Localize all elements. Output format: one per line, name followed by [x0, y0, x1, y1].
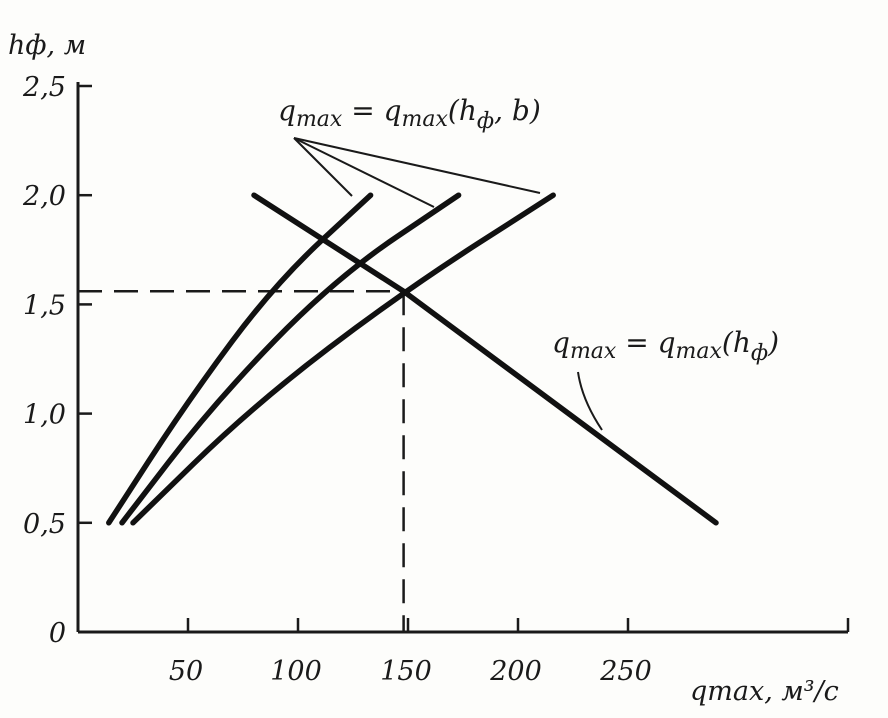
- single-label-args: (h: [722, 326, 751, 359]
- family-annotation-label: qmax = qmax(hф, b): [278, 94, 541, 134]
- y-tick-label: 1,0: [23, 400, 66, 431]
- family-leader-line: [293, 137, 435, 208]
- ticks: [78, 84, 850, 634]
- x-tick-label: 250: [599, 656, 652, 687]
- y-tick-label: 0,5: [23, 509, 66, 540]
- single-label-q: q: [552, 326, 570, 359]
- x-axis-title: qmax, м³/с: [690, 676, 839, 707]
- single-annotation-label: qmax = qmax(hф): [552, 326, 779, 366]
- x-tick-label: 150: [380, 656, 432, 687]
- single-label-sub1: max: [570, 339, 617, 364]
- x-tick-label: 50: [169, 656, 203, 687]
- y-tick-label: 1,5: [23, 290, 66, 321]
- x-tick-label: 100: [270, 656, 322, 687]
- family-label-sub2: max: [402, 107, 449, 132]
- family-label-eq: = q: [342, 94, 401, 127]
- family-leader-line: [293, 137, 353, 197]
- axes: [76, 82, 848, 634]
- single-label-sub3: ф: [751, 341, 768, 366]
- y-tick-label: 0: [49, 618, 66, 649]
- family-label-q: q: [278, 94, 296, 127]
- family-label-sub1: max: [296, 107, 343, 132]
- family-label-sub3: ф: [477, 109, 494, 134]
- reference-lines: [78, 290, 405, 632]
- single-label-eq: = q: [616, 326, 675, 359]
- series-line-b3: [130, 192, 556, 526]
- tick-labels: 50 100 150 200 250 0 0,5 1,0 1,5 2,0 2,5: [22, 72, 652, 687]
- single-leader-line: [577, 371, 603, 431]
- single-label-sub2: max: [676, 339, 723, 364]
- family-label-tail: , b): [494, 94, 541, 127]
- series-group: [106, 192, 719, 526]
- family-leader-line: [293, 137, 541, 194]
- y-tick-label: 2,0: [22, 181, 66, 212]
- annotation-leaders: [293, 137, 603, 431]
- y-tick-label: 2,5: [22, 72, 66, 103]
- series-line-hf: [251, 192, 719, 526]
- x-tick-label: 200: [489, 656, 542, 687]
- y-axis-title: hф, м: [8, 30, 86, 61]
- series-line-b1: [106, 192, 374, 526]
- single-label-tail: ): [767, 326, 779, 359]
- series-line-b2: [119, 192, 462, 526]
- family-label-args: (h: [448, 94, 477, 127]
